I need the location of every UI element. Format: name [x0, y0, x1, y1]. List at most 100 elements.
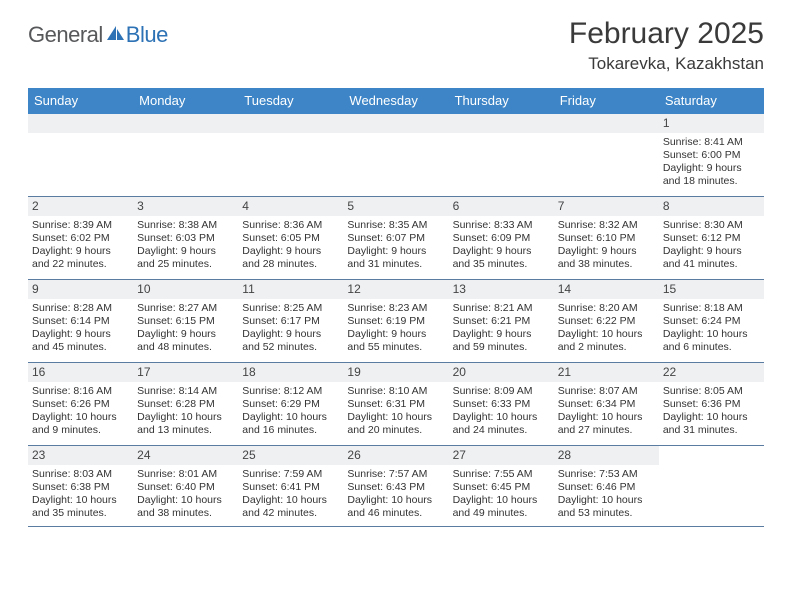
day-cell: 8Sunrise: 8:30 AMSunset: 6:12 PMDaylight… [659, 197, 764, 279]
day-cell [133, 114, 238, 196]
sunrise-text: Sunrise: 8:01 AM [137, 468, 234, 481]
day-cell: 16 Sunrise: 8:16 AMSunset: 6:26 PMDayligh… [28, 363, 133, 445]
logo: General Blue [28, 18, 168, 48]
day-number: 8 [659, 197, 764, 216]
sunset-text: Sunset: 6:26 PM [32, 398, 129, 411]
daylight-text: Daylight: 9 hours and 22 minutes. [32, 245, 129, 271]
day-number: 18 [238, 363, 343, 382]
day-number-empty [133, 114, 238, 133]
day-number: 27 [449, 446, 554, 465]
day-cell: 15Sunrise: 8:18 AMSunset: 6:24 PMDayligh… [659, 280, 764, 362]
sunset-text: Sunset: 6:09 PM [453, 232, 550, 245]
daylight-text: Daylight: 10 hours and 46 minutes. [347, 494, 444, 520]
day-number: 21 [554, 363, 659, 382]
logo-text-general: General [28, 22, 103, 48]
daylight-text: Daylight: 10 hours and 13 minutes. [137, 411, 234, 437]
day-cell: 26Sunrise: 7:57 AMSunset: 6:43 PMDayligh… [343, 446, 448, 527]
day-number: 11 [238, 280, 343, 299]
day-number: 28 [554, 446, 659, 465]
day-number: 16 [28, 363, 133, 382]
day-cell: 6Sunrise: 8:33 AMSunset: 6:09 PMDaylight… [449, 197, 554, 279]
day-cell: 18Sunrise: 8:12 AMSunset: 6:29 PMDayligh… [238, 363, 343, 445]
daylight-text: Daylight: 10 hours and 49 minutes. [453, 494, 550, 520]
day-cell: 11Sunrise: 8:25 AMSunset: 6:17 PMDayligh… [238, 280, 343, 362]
day-cell: 27 Sunrise: 7:55 AMSunset: 6:45 PMDayligh… [449, 446, 554, 527]
sunrise-text: Sunrise: 8:14 AM [137, 385, 234, 398]
dayname-cell: Saturday [659, 88, 764, 114]
day-number: 3 [133, 197, 238, 216]
day-number: 1 [659, 114, 764, 133]
daylight-text: Daylight: 10 hours and 27 minutes. [558, 411, 655, 437]
daylight-text: Daylight: 10 hours and 6 minutes. [663, 328, 760, 354]
day-number: 17 [133, 363, 238, 382]
daylight-text: Daylight: 9 hours and 55 minutes. [347, 328, 444, 354]
week-row: 9Sunrise: 8:28 AMSunset: 6:14 PMDaylight… [28, 280, 764, 363]
sunrise-text: Sunrise: 7:59 AM [242, 468, 339, 481]
daylight-text: Daylight: 9 hours and 18 minutes. [663, 162, 760, 188]
sunrise-text: Sunrise: 7:53 AM [558, 468, 655, 481]
daylight-text: Daylight: 10 hours and 2 minutes. [558, 328, 655, 354]
daylight-text: Daylight: 10 hours and 20 minutes. [347, 411, 444, 437]
sunset-text: Sunset: 6:24 PM [663, 315, 760, 328]
sunset-text: Sunset: 6:17 PM [242, 315, 339, 328]
day-number: 19 [343, 363, 448, 382]
title-block: February 2025 Tokarevka, Kazakhstan [569, 18, 764, 74]
week-row: 23Sunrise: 8:03 AMSunset: 6:38 PMDayligh… [28, 446, 764, 528]
sunset-text: Sunset: 6:02 PM [32, 232, 129, 245]
sunrise-text: Sunrise: 8:16 AM [32, 385, 129, 398]
sunset-text: Sunset: 6:33 PM [453, 398, 550, 411]
sunrise-text: Sunrise: 8:38 AM [137, 219, 234, 232]
day-cell: 9Sunrise: 8:28 AMSunset: 6:14 PMDaylight… [28, 280, 133, 362]
day-cell: 21Sunrise: 8:07 AMSunset: 6:34 PMDayligh… [554, 363, 659, 445]
day-number: 12 [343, 280, 448, 299]
daylight-text: Daylight: 9 hours and 25 minutes. [137, 245, 234, 271]
sunrise-text: Sunrise: 8:35 AM [347, 219, 444, 232]
day-number: 4 [238, 197, 343, 216]
daylight-text: Daylight: 10 hours and 16 minutes. [242, 411, 339, 437]
sunrise-text: Sunrise: 7:57 AM [347, 468, 444, 481]
sunset-text: Sunset: 6:12 PM [663, 232, 760, 245]
day-cell: 2Sunrise: 8:39 AMSunset: 6:02 PMDaylight… [28, 197, 133, 279]
sunset-text: Sunset: 6:19 PM [347, 315, 444, 328]
sunrise-text: Sunrise: 7:55 AM [453, 468, 550, 481]
sunrise-text: Sunrise: 8:09 AM [453, 385, 550, 398]
daylight-text: Daylight: 9 hours and 45 minutes. [32, 328, 129, 354]
sunset-text: Sunset: 6:00 PM [663, 149, 760, 162]
day-cell: 17Sunrise: 8:14 AMSunset: 6:28 PMDayligh… [133, 363, 238, 445]
sunset-text: Sunset: 6:07 PM [347, 232, 444, 245]
day-cell [238, 114, 343, 196]
sunset-text: Sunset: 6:45 PM [453, 481, 550, 494]
sunrise-text: Sunrise: 8:03 AM [32, 468, 129, 481]
sunset-text: Sunset: 6:15 PM [137, 315, 234, 328]
day-number: 24 [133, 446, 238, 465]
day-cell: 7Sunrise: 8:32 AMSunset: 6:10 PMDaylight… [554, 197, 659, 279]
dayname-row: SundayMondayTuesdayWednesdayThursdayFrid… [28, 88, 764, 114]
day-number: 15 [659, 280, 764, 299]
day-cell: 23Sunrise: 8:03 AMSunset: 6:38 PMDayligh… [28, 446, 133, 527]
day-cell: 1 Sunrise: 8:41 AMSunset: 6:00 PMDaylight… [659, 114, 764, 196]
daylight-text: Daylight: 10 hours and 9 minutes. [32, 411, 129, 437]
daylight-text: Daylight: 10 hours and 31 minutes. [663, 411, 760, 437]
dayname-cell: Sunday [28, 88, 133, 114]
sunrise-text: Sunrise: 8:10 AM [347, 385, 444, 398]
dayname-cell: Friday [554, 88, 659, 114]
sunrise-text: Sunrise: 8:41 AM [663, 136, 760, 149]
sunset-text: Sunset: 6:05 PM [242, 232, 339, 245]
sunset-text: Sunset: 6:31 PM [347, 398, 444, 411]
sunrise-text: Sunrise: 8:25 AM [242, 302, 339, 315]
daylight-text: Daylight: 9 hours and 59 minutes. [453, 328, 550, 354]
location: Tokarevka, Kazakhstan [569, 54, 764, 74]
logo-text-blue: Blue [126, 22, 168, 48]
weeks-container: 1Sunrise: 8:41 AMSunset: 6:00 PMDaylight… [28, 114, 764, 528]
daylight-text: Daylight: 9 hours and 48 minutes. [137, 328, 234, 354]
day-number-empty [449, 114, 554, 133]
dayname-cell: Tuesday [238, 88, 343, 114]
daylight-text: Daylight: 9 hours and 35 minutes. [453, 245, 550, 271]
daylight-text: Daylight: 10 hours and 24 minutes. [453, 411, 550, 437]
sunrise-text: Sunrise: 8:05 AM [663, 385, 760, 398]
daylight-text: Daylight: 9 hours and 41 minutes. [663, 245, 760, 271]
month-title: February 2025 [569, 18, 764, 50]
daylight-text: Daylight: 9 hours and 28 minutes. [242, 245, 339, 271]
day-number: 22 [659, 363, 764, 382]
sunset-text: Sunset: 6:10 PM [558, 232, 655, 245]
